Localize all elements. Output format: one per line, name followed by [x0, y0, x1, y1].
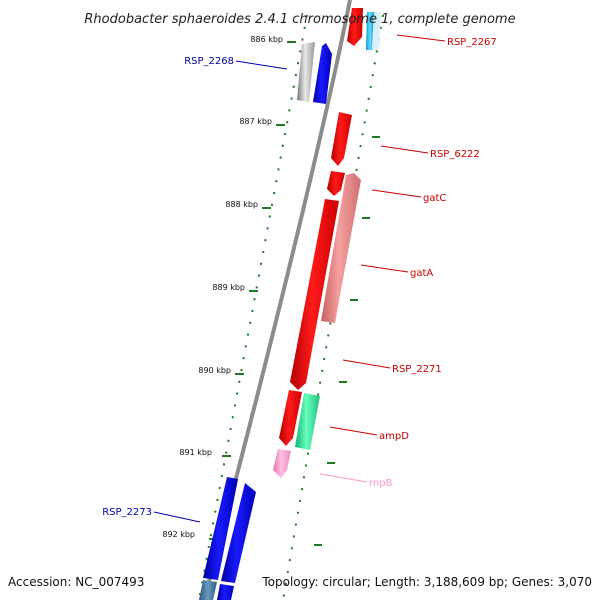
accession-text: Accession: NC_007493	[8, 575, 144, 589]
gene-rsp-2267-white	[372, 12, 381, 50]
gene-gatc[interactable]	[327, 171, 345, 196]
gene-label-rnpb[interactable]: rnpB	[369, 478, 393, 489]
gene-label-rsp-2268[interactable]: RSP_2268	[184, 56, 234, 67]
gene-rsp-2268-gray[interactable]	[297, 42, 315, 102]
page-title: Rhodobacter sphaeroides 2.4.1 chromosome…	[84, 12, 515, 27]
leader-rsp-6222	[380, 145, 429, 154]
gene-label-ampd[interactable]: ampD	[379, 431, 409, 442]
gene-label-rsp-6222[interactable]: RSP_6222	[430, 149, 480, 160]
tick-label: 892 kbp	[162, 530, 195, 539]
gene-ampd[interactable]	[279, 390, 302, 446]
gene-steel[interactable]	[199, 580, 217, 600]
gene-label-rsp-2271[interactable]: RSP_2271	[392, 364, 442, 375]
leader-rsp-2267	[396, 34, 446, 42]
leader-ampd	[329, 426, 378, 436]
tick-label: 887 kbp	[239, 117, 272, 126]
gene-label-gatc[interactable]: gatC	[423, 193, 446, 204]
gene-rsp-2273[interactable]	[203, 477, 238, 580]
gene-rsp-2267-cyan[interactable]	[366, 12, 374, 50]
leader-gatc	[371, 189, 422, 198]
leader-rsp-2271	[342, 359, 391, 369]
gene-rsp-2267[interactable]	[347, 8, 363, 46]
gene-rsp-2273-b[interactable]	[221, 483, 256, 583]
genome-summary-text: Topology: circular; Length: 3,188,609 bp…	[261, 575, 592, 589]
gene-ampd-mint[interactable]	[295, 393, 320, 450]
gene-label-rsp-2267[interactable]: RSP_2267	[447, 37, 497, 48]
tick-label: 888 kbp	[225, 200, 258, 209]
leader-gata	[360, 264, 409, 273]
gene-rsp-6222[interactable]	[331, 112, 352, 166]
tick-track-left	[198, 14, 308, 600]
gene-rsp-2271[interactable]	[290, 199, 339, 390]
tick-label: 889 kbp	[212, 283, 245, 292]
leader-rsp-2268	[235, 60, 288, 70]
gene-blue-bottom[interactable]	[217, 584, 234, 600]
gene-rsp-2268[interactable]	[313, 43, 332, 104]
gene-label-gata[interactable]: gatA	[410, 268, 433, 279]
leader-rsp-2273	[153, 511, 201, 523]
tick-label: 890 kbp	[198, 366, 231, 375]
tick-label: 886 kbp	[250, 35, 283, 44]
gene-rnpb[interactable]	[273, 449, 291, 478]
tick-label: 891 kbp	[179, 448, 212, 457]
gene-gata[interactable]	[321, 173, 361, 323]
leader-rnpb	[319, 473, 368, 483]
gene-label-rsp-2273[interactable]: RSP_2273	[102, 507, 152, 518]
